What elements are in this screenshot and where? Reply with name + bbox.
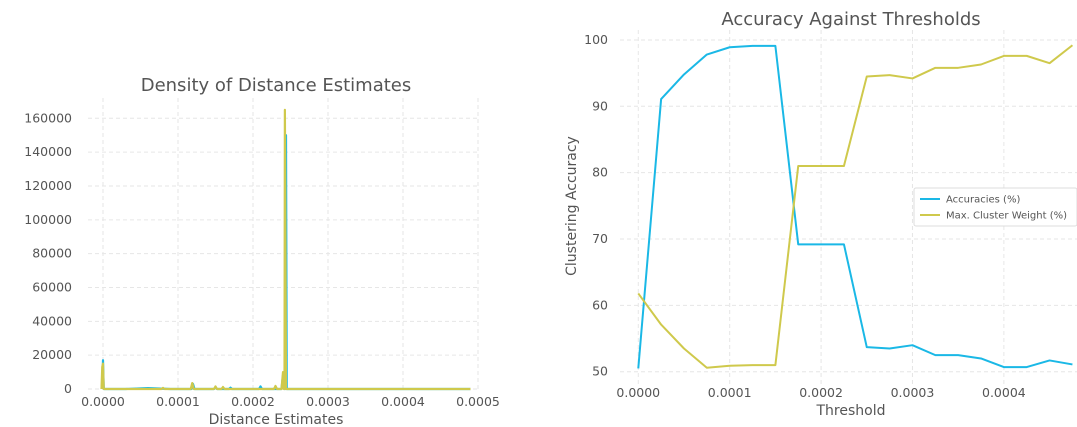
accuracy-x-tick-label: 0.0004 xyxy=(982,385,1026,400)
density-y-tick-label: 0 xyxy=(64,381,72,396)
accuracy-series-line-1 xyxy=(637,44,1074,369)
density-x-tick-label: 0.0003 xyxy=(306,394,350,409)
density-series xyxy=(100,108,471,391)
legend-box xyxy=(913,187,1077,227)
density-y-tick-label: 80000 xyxy=(32,246,72,261)
density-y-tick-label: 160000 xyxy=(24,110,72,125)
density-chart: 0.0000 0.0001 0.0002 0.0003 0.0004 0.0005 0 20… xyxy=(24,75,500,427)
accuracy-x-tick-label: 0.0003 xyxy=(891,385,935,400)
accuracy-y-tick-label: 60 xyxy=(592,297,608,312)
accuracy-x-axis-label: Threshold xyxy=(816,403,886,419)
accuracy-y-axis-label: Clustering Accuracy xyxy=(564,136,580,276)
accuracy-x-tick-label: 0.0000 xyxy=(616,385,660,400)
density-x-ticks: 0.0000 0.0001 0.0002 0.0003 0.0004 0.0005 xyxy=(81,394,500,409)
density-y-tick-label: 20000 xyxy=(32,347,72,362)
density-x-axis-label: Distance Estimates xyxy=(209,412,344,427)
density-y-tick-label: 40000 xyxy=(32,313,72,328)
legend-entry-1: Max. Cluster Weight (%) xyxy=(946,211,1067,222)
accuracy-x-tick-label: 0.0002 xyxy=(799,385,843,400)
density-grid xyxy=(88,98,479,390)
density-y-tick-label: 60000 xyxy=(32,279,72,294)
density-y-tick-label: 100000 xyxy=(24,212,72,227)
density-series-1-line xyxy=(100,108,471,391)
accuracy-series-line-0 xyxy=(637,44,1073,369)
accuracy-y-tick-label: 90 xyxy=(592,98,608,113)
density-x-tick-label: 0.0004 xyxy=(381,394,425,409)
accuracy-chart-title: Accuracy Against Thresholds xyxy=(721,9,980,30)
accuracy-legend: Accuracies (%) Max. Cluster Weight (%) xyxy=(913,187,1077,227)
density-x-tick-label: 0.0002 xyxy=(231,394,275,409)
accuracy-y-tick-label: 80 xyxy=(592,165,608,180)
density-x-tick-label: 0.0005 xyxy=(456,394,500,409)
accuracy-chart: 0.0000 0.0001 0.0002 0.0003 0.0004 50 60 70 80 9… xyxy=(564,9,1077,419)
accuracy-series xyxy=(637,44,1074,369)
density-x-tick-label: 0.0000 xyxy=(81,394,125,409)
density-chart-title: Density of Distance Estimates xyxy=(141,75,412,96)
accuracy-y-tick-label: 50 xyxy=(592,364,608,379)
accuracy-y-tick-label: 100 xyxy=(584,32,608,47)
accuracy-x-tick-label: 0.0001 xyxy=(708,385,752,400)
legend-entry-0: Accuracies (%) xyxy=(946,195,1020,206)
accuracy-x-ticks: 0.0000 0.0001 0.0002 0.0003 0.0004 xyxy=(616,385,1025,400)
density-y-tick-label: 140000 xyxy=(24,144,72,159)
accuracy-y-ticks: 50 60 70 80 90 100 xyxy=(584,32,608,379)
accuracy-y-tick-label: 70 xyxy=(592,231,608,246)
density-y-tick-label: 120000 xyxy=(24,178,72,193)
density-x-tick-label: 0.0001 xyxy=(156,394,200,409)
density-y-ticks: 0 20000 40000 60000 80000 100000 120000 140000 1… xyxy=(24,110,72,396)
